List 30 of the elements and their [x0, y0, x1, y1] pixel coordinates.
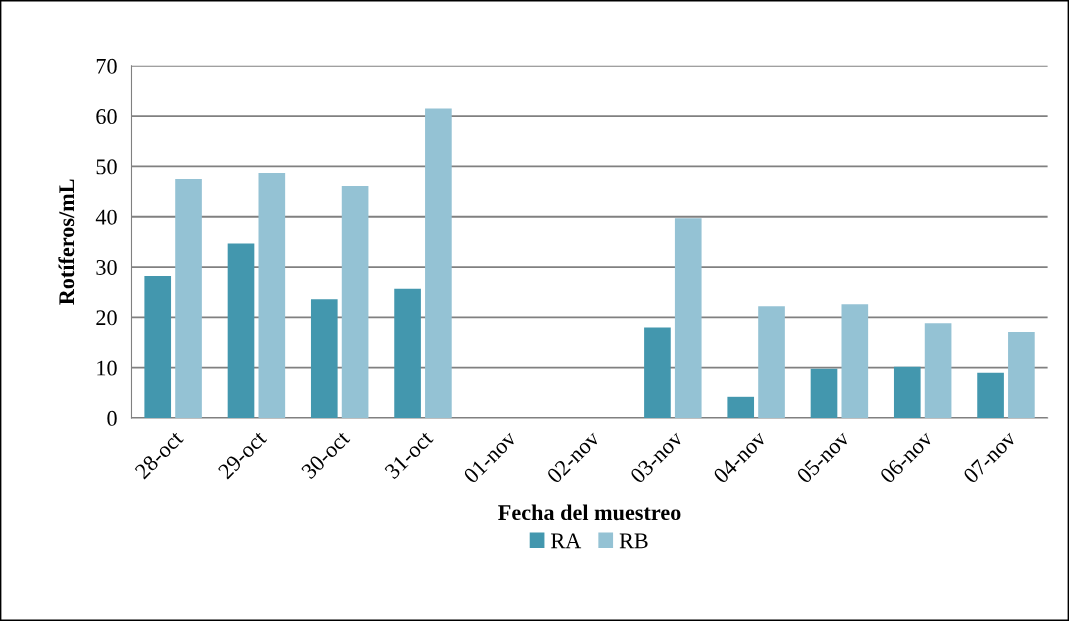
- y-axis-title: Rotíferos/mL: [58, 179, 75, 305]
- y-tick-label: 30: [96, 259, 117, 275]
- bar: [758, 306, 785, 418]
- legend-label: RB: [619, 533, 648, 549]
- bar: [644, 327, 671, 418]
- bar: [727, 396, 755, 418]
- bar: [977, 372, 1004, 418]
- bar: [893, 366, 921, 418]
- legend-label: RA: [551, 533, 582, 549]
- y-tick-label: 70: [96, 58, 117, 74]
- bar: [841, 304, 869, 418]
- bar: [810, 368, 838, 418]
- bar: [310, 299, 338, 418]
- bar: [227, 243, 255, 418]
- bar: [1008, 331, 1035, 418]
- bar: [924, 323, 952, 418]
- x-axis-title: Fecha del muestreo: [498, 504, 681, 521]
- y-tick-label: 10: [97, 360, 117, 376]
- y-tick-label: 0: [107, 410, 117, 426]
- y-tick-label: 40: [95, 209, 117, 225]
- bar: [394, 288, 421, 418]
- y-tick-label: 60: [96, 109, 117, 125]
- bar: [175, 179, 202, 418]
- bar: [258, 172, 286, 418]
- y-tick-label: 20: [96, 310, 117, 326]
- bar: [341, 186, 369, 418]
- bar: [425, 108, 452, 418]
- bar: [144, 276, 172, 418]
- y-tick-label: 50: [96, 159, 117, 175]
- bar: [674, 218, 702, 418]
